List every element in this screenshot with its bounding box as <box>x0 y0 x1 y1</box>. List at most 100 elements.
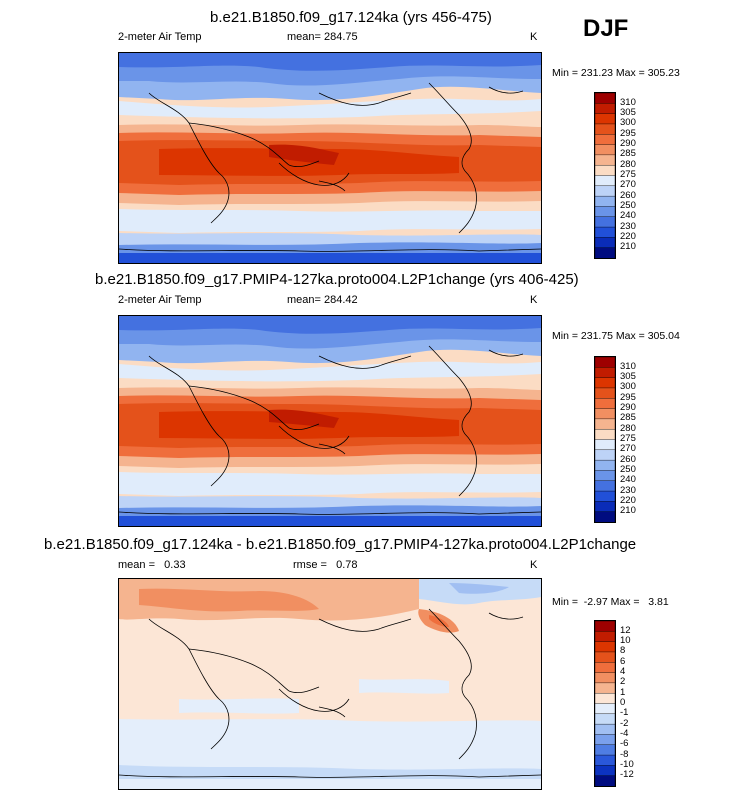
colorbar-2-tick-label: 220 <box>620 494 636 506</box>
colorbar-2-tick-label: 285 <box>620 412 636 424</box>
colorbar-2-tick-label: 270 <box>620 443 636 455</box>
colorbar-1-tick-label: 275 <box>620 169 636 180</box>
panel-3-difference-map <box>118 578 542 790</box>
colorbar-3-tick-label: -10 <box>620 758 634 770</box>
panel-3-colorbar <box>594 620 616 787</box>
colorbar-3-tick-label: 6 <box>620 655 626 667</box>
colorbar-2-tick-label: 250 <box>620 463 636 475</box>
colorbar-1-tick-label: 260 <box>620 189 636 201</box>
colorbar-2-box <box>595 449 615 461</box>
colorbar-3-box <box>595 713 615 725</box>
panel-3-title: b.e21.B1850.f09_g17.124ka - b.e21.B1850.… <box>44 536 637 553</box>
colorbar-3-box <box>595 703 615 715</box>
panel-2-title: b.e21.B1850.f09_g17.PMIP4-127ka.proto004… <box>95 271 579 288</box>
colorbar-2-box <box>595 470 615 482</box>
colorbar-2-box <box>595 367 615 379</box>
colorbar-1-box <box>595 123 615 135</box>
colorbar-2-tick-label: 300 <box>620 381 636 393</box>
colorbar-1-box <box>595 113 615 125</box>
colorbar-3-box <box>595 631 615 643</box>
colorbar-1-tick-label: 290 <box>620 138 636 150</box>
colorbar-2-box <box>595 459 615 472</box>
panel-1-units-label: K <box>530 31 538 43</box>
panel-1-minmax-label: Min = 231.23 Max = 305.23 <box>552 67 680 79</box>
colorbar-2-tick-label: 295 <box>620 391 636 403</box>
colorbar-3-box <box>595 723 615 736</box>
colorbar-3-box <box>595 682 615 694</box>
colorbar-1-box <box>595 216 615 228</box>
panel-1-colorbar <box>594 92 616 259</box>
colorbar-3-tick-label: 8 <box>620 645 626 657</box>
colorbar-2-tick-label: 280 <box>620 422 636 434</box>
colorbar-3-tick-label: 12 <box>620 624 631 636</box>
colorbar-2-tick-label: 260 <box>620 453 636 465</box>
colorbar-1-box <box>595 164 615 177</box>
colorbar-2-tick-label: 290 <box>620 402 636 414</box>
panel-1-variable-label: 2-meter Air Temp <box>118 31 202 43</box>
colorbar-1-box <box>595 154 615 166</box>
colorbar-1-tick-label: 250 <box>620 199 636 211</box>
colorbar-2-tick-label: 240 <box>620 474 636 486</box>
panel-2-colorbar <box>594 356 616 523</box>
panel-1-title: b.e21.B1850.f09_g17.124ka (yrs 456-475) <box>210 9 492 26</box>
panel-1-mean-label: mean= 284.75 <box>287 31 358 43</box>
colorbar-3-box <box>595 621 615 633</box>
colorbar-3-box <box>595 662 615 674</box>
colorbar-3-box <box>595 744 615 756</box>
colorbar-1-tick-label: 285 <box>620 148 636 160</box>
colorbar-2-box <box>595 490 615 503</box>
colorbar-3-box <box>595 734 615 746</box>
colorbar-3-box <box>595 775 615 786</box>
colorbar-1-box <box>595 134 615 146</box>
colorbar-2-tick-label: 305 <box>620 371 636 383</box>
colorbar-3-box <box>595 765 615 777</box>
panel-2-minmax-label: Min = 231.75 Max = 305.04 <box>552 330 680 342</box>
colorbar-2-box <box>595 501 615 513</box>
panel-3-map-svg <box>119 579 541 789</box>
panel-2-temperature-map <box>118 315 542 527</box>
colorbar-2-box <box>595 511 615 522</box>
colorbar-2-box <box>595 377 615 389</box>
panel-3-mean-label: mean = 0.33 <box>118 559 186 571</box>
panel-3-minmax-label: Min = -2.97 Max = 3.81 <box>552 596 669 608</box>
colorbar-1-box <box>595 206 615 218</box>
colorbar-3-box <box>595 672 615 684</box>
colorbar-2-box <box>595 480 615 492</box>
colorbar-3-tick-label: -2 <box>620 717 629 729</box>
colorbar-1-box <box>595 247 615 258</box>
colorbar-2-tick-label: 210 <box>620 505 636 517</box>
colorbar-2-box <box>595 439 615 451</box>
colorbar-1-box <box>595 144 615 156</box>
panel-2-map-svg <box>119 316 541 526</box>
colorbar-2-box <box>595 408 615 420</box>
colorbar-2-box <box>595 387 615 399</box>
colorbar-3-tick-label: 2 <box>620 676 626 688</box>
colorbar-1-tick-label: 305 <box>620 107 636 119</box>
colorbar-1-box <box>595 93 615 105</box>
panel-3-units-label: K <box>530 559 538 571</box>
colorbar-1-box <box>595 185 615 197</box>
colorbar-3-tick-label: -6 <box>620 738 629 750</box>
colorbar-2-tick-label: 275 <box>620 433 636 444</box>
season-label: DJF <box>583 15 629 42</box>
colorbar-1-tick-label: 230 <box>620 220 636 232</box>
panel-2-units-label: K <box>530 294 538 306</box>
colorbar-1-box <box>595 103 615 115</box>
colorbar-1-tick-label: 280 <box>620 158 636 170</box>
colorbar-3-tick-label: -12 <box>620 769 634 781</box>
colorbar-3-box <box>595 651 615 663</box>
colorbar-1-box <box>595 195 615 208</box>
panel-3-rmse-label: rmse = 0.78 <box>293 559 358 571</box>
colorbar-3-tick-label: 0 <box>620 697 626 708</box>
colorbar-3-box <box>595 754 615 767</box>
colorbar-1-box <box>595 175 615 187</box>
colorbar-1-tick-label: 240 <box>620 210 636 222</box>
colorbar-3-tick-label: 4 <box>620 666 626 678</box>
panel-3-colorbar-svg <box>595 621 615 786</box>
colorbar-1-tick-label: 310 <box>620 96 636 108</box>
colorbar-3-tick-label: 10 <box>620 635 631 647</box>
colorbar-1-tick-label: 300 <box>620 117 636 129</box>
colorbar-2-box <box>595 418 615 430</box>
colorbar-3-tick-label: -8 <box>620 748 629 760</box>
colorbar-1-box <box>595 226 615 239</box>
